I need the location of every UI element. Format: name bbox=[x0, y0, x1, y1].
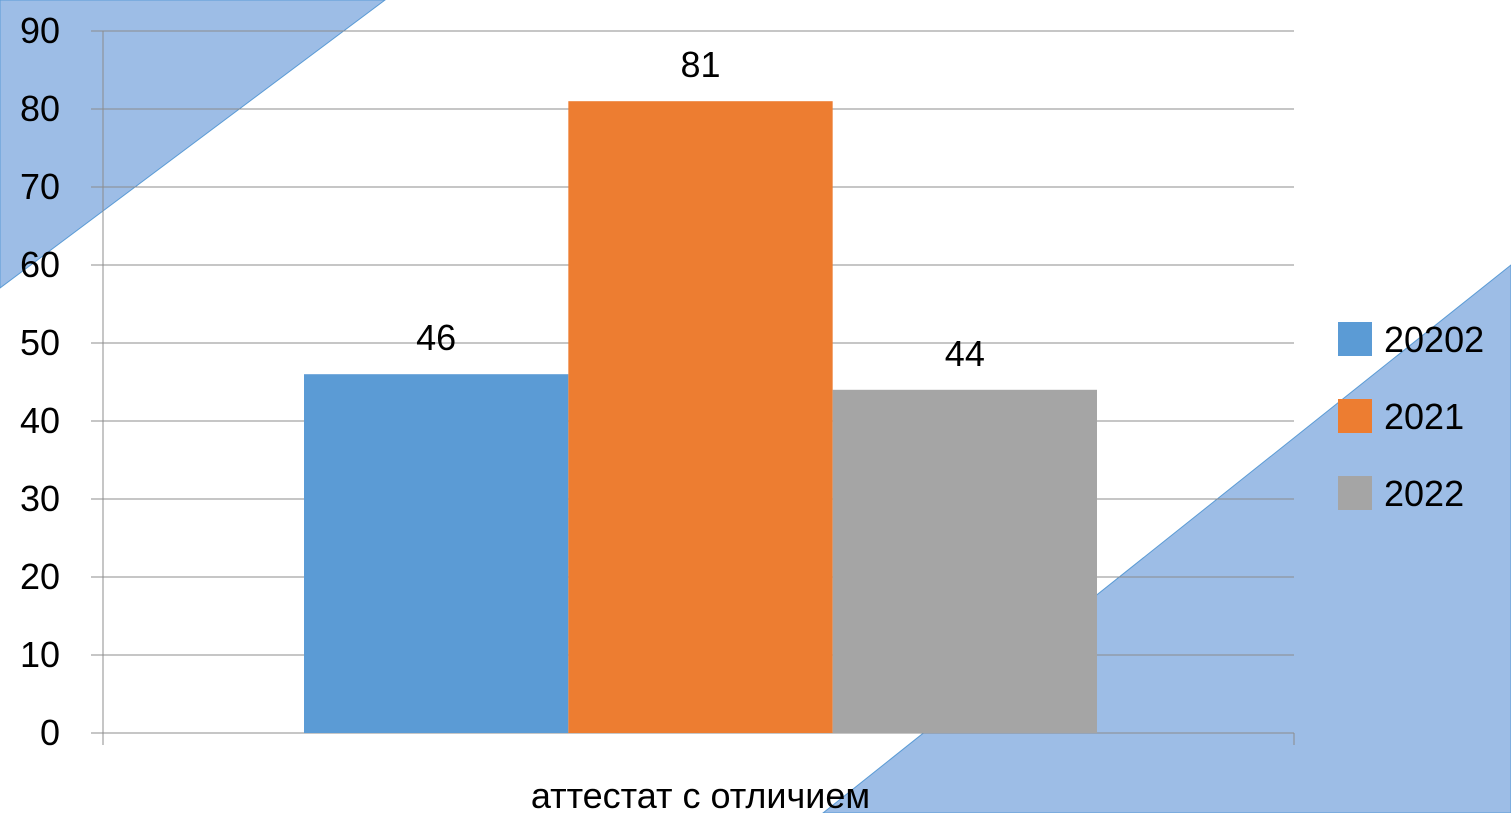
data-label-20202: 46 bbox=[416, 317, 456, 358]
legend-label-2021: 2021 bbox=[1384, 396, 1464, 437]
legend-swatch-20202 bbox=[1338, 322, 1372, 356]
legend-swatch-2021 bbox=[1338, 399, 1372, 433]
legend: 20202 2021 2022 bbox=[1338, 319, 1484, 514]
y-tick-label: 50 bbox=[20, 322, 60, 363]
data-label-2021: 81 bbox=[680, 44, 720, 85]
data-label-2022: 44 bbox=[945, 333, 985, 374]
y-tick-label: 30 bbox=[20, 478, 60, 519]
y-tick-label: 20 bbox=[20, 556, 60, 597]
legend-label-2022: 2022 bbox=[1384, 473, 1464, 514]
axes: 0 10 20 30 40 50 60 70 80 90 аттестат с отличием bbox=[20, 10, 1295, 813]
bars bbox=[304, 101, 1097, 733]
y-tick-label: 0 bbox=[40, 712, 60, 753]
data-labels: 46 81 44 bbox=[416, 44, 985, 374]
x-category-label: аттестат с отличием bbox=[531, 775, 870, 813]
y-tick-label: 80 bbox=[20, 88, 60, 129]
decoration-triangle-top-left bbox=[0, 0, 386, 289]
y-tick-label: 10 bbox=[20, 634, 60, 675]
bar-20202 bbox=[304, 374, 569, 733]
legend-label-20202: 20202 bbox=[1384, 319, 1484, 360]
bar-2021 bbox=[568, 101, 833, 733]
y-tick-label: 60 bbox=[20, 244, 60, 285]
y-tick-label: 90 bbox=[20, 10, 60, 51]
legend-swatch-2022 bbox=[1338, 476, 1372, 510]
y-tick-label: 70 bbox=[20, 166, 60, 207]
bar-2022 bbox=[832, 389, 1097, 733]
y-tick-label: 40 bbox=[20, 400, 60, 441]
